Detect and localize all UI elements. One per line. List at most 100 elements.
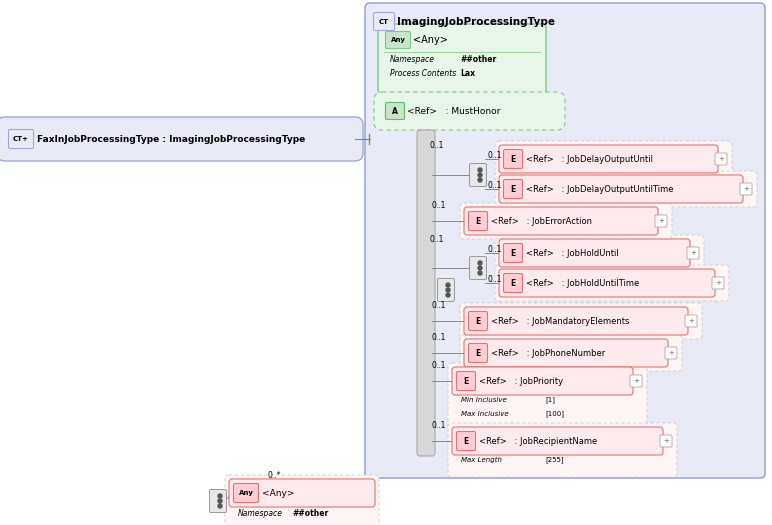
Text: +: + bbox=[668, 350, 674, 356]
FancyBboxPatch shape bbox=[499, 239, 690, 267]
FancyBboxPatch shape bbox=[8, 130, 33, 149]
FancyBboxPatch shape bbox=[685, 315, 697, 327]
Text: 0..1: 0..1 bbox=[432, 361, 446, 370]
Text: [100]: [100] bbox=[545, 411, 564, 417]
FancyBboxPatch shape bbox=[448, 363, 647, 431]
FancyBboxPatch shape bbox=[0, 117, 363, 161]
Text: E: E bbox=[510, 154, 516, 163]
FancyBboxPatch shape bbox=[460, 203, 672, 239]
Text: 0..1: 0..1 bbox=[488, 275, 503, 284]
Text: Namespace: Namespace bbox=[390, 56, 435, 65]
FancyBboxPatch shape bbox=[469, 343, 487, 362]
Text: Any: Any bbox=[239, 490, 253, 496]
Circle shape bbox=[478, 266, 482, 270]
FancyBboxPatch shape bbox=[469, 257, 486, 279]
Text: <Ref>   : JobDelayOutputUntilTime: <Ref> : JobDelayOutputUntilTime bbox=[526, 184, 673, 194]
Text: +: + bbox=[688, 318, 694, 324]
FancyBboxPatch shape bbox=[503, 244, 523, 262]
Text: E: E bbox=[463, 436, 469, 446]
FancyBboxPatch shape bbox=[499, 175, 743, 203]
Text: <Ref>   : JobHoldUntilTime: <Ref> : JobHoldUntilTime bbox=[526, 278, 639, 288]
FancyBboxPatch shape bbox=[374, 13, 394, 30]
Text: ImagingJobProcessingType: ImagingJobProcessingType bbox=[397, 17, 555, 27]
Circle shape bbox=[218, 504, 222, 508]
Text: <Any>: <Any> bbox=[262, 488, 294, 498]
Circle shape bbox=[478, 271, 482, 275]
FancyBboxPatch shape bbox=[460, 335, 682, 371]
Text: Process Contents: Process Contents bbox=[390, 69, 456, 79]
FancyBboxPatch shape bbox=[374, 92, 565, 130]
Text: CT: CT bbox=[379, 18, 389, 25]
FancyBboxPatch shape bbox=[209, 489, 226, 512]
Text: E: E bbox=[476, 216, 481, 226]
Text: +: + bbox=[715, 280, 721, 286]
Text: 0..1: 0..1 bbox=[432, 300, 446, 310]
Text: E: E bbox=[510, 248, 516, 257]
Text: [255]: [255] bbox=[545, 457, 564, 464]
Text: [1]: [1] bbox=[545, 396, 555, 403]
FancyBboxPatch shape bbox=[229, 479, 375, 507]
FancyBboxPatch shape bbox=[740, 183, 752, 195]
FancyBboxPatch shape bbox=[225, 475, 379, 525]
Text: <Ref>   : JobHoldUntil: <Ref> : JobHoldUntil bbox=[526, 248, 618, 257]
Text: Max Length: Max Length bbox=[461, 457, 502, 463]
Text: FaxInJobProcessingType : ImagingJobProcessingType: FaxInJobProcessingType : ImagingJobProce… bbox=[37, 134, 305, 143]
FancyBboxPatch shape bbox=[464, 307, 688, 335]
FancyBboxPatch shape bbox=[503, 150, 523, 169]
Text: +: + bbox=[633, 378, 639, 384]
FancyBboxPatch shape bbox=[385, 32, 411, 48]
Text: <Ref>   : JobErrorAction: <Ref> : JobErrorAction bbox=[491, 216, 592, 226]
FancyBboxPatch shape bbox=[712, 277, 724, 289]
Text: <Ref>   : JobPriority: <Ref> : JobPriority bbox=[479, 376, 563, 385]
Circle shape bbox=[478, 173, 482, 177]
Circle shape bbox=[478, 261, 482, 265]
Text: A: A bbox=[392, 107, 398, 116]
Text: <Ref>   : JobRecipientName: <Ref> : JobRecipientName bbox=[479, 436, 598, 446]
FancyBboxPatch shape bbox=[655, 215, 667, 227]
FancyBboxPatch shape bbox=[464, 339, 668, 367]
Text: <Ref>   : MustHonor: <Ref> : MustHonor bbox=[407, 107, 500, 116]
FancyBboxPatch shape bbox=[503, 274, 523, 292]
Text: 0..1: 0..1 bbox=[432, 201, 446, 209]
FancyBboxPatch shape bbox=[469, 212, 487, 230]
FancyBboxPatch shape bbox=[630, 375, 642, 387]
Text: E: E bbox=[510, 278, 516, 288]
Text: 0..1: 0..1 bbox=[488, 151, 503, 160]
Text: +: + bbox=[663, 438, 669, 444]
FancyBboxPatch shape bbox=[495, 171, 757, 207]
FancyBboxPatch shape bbox=[460, 303, 702, 339]
FancyBboxPatch shape bbox=[715, 153, 727, 165]
FancyBboxPatch shape bbox=[456, 372, 476, 391]
Text: Max Inclusive: Max Inclusive bbox=[461, 411, 509, 417]
FancyBboxPatch shape bbox=[378, 24, 546, 94]
Text: 0..1: 0..1 bbox=[488, 181, 503, 190]
FancyBboxPatch shape bbox=[448, 423, 677, 477]
FancyBboxPatch shape bbox=[464, 207, 658, 235]
FancyBboxPatch shape bbox=[495, 235, 704, 271]
FancyBboxPatch shape bbox=[469, 163, 486, 186]
Text: Min Inclusive: Min Inclusive bbox=[461, 397, 506, 403]
Text: 0..1: 0..1 bbox=[432, 332, 446, 341]
Text: E: E bbox=[476, 317, 481, 326]
Circle shape bbox=[218, 499, 222, 503]
FancyBboxPatch shape bbox=[499, 269, 715, 297]
Text: <Ref>   : JobDelayOutputUntil: <Ref> : JobDelayOutputUntil bbox=[526, 154, 653, 163]
Text: <Ref>   : JobPhoneNumber: <Ref> : JobPhoneNumber bbox=[491, 349, 605, 358]
FancyBboxPatch shape bbox=[456, 432, 476, 450]
FancyBboxPatch shape bbox=[469, 311, 487, 331]
Circle shape bbox=[218, 494, 222, 498]
Text: CT+: CT+ bbox=[13, 136, 29, 142]
FancyBboxPatch shape bbox=[499, 145, 718, 173]
FancyBboxPatch shape bbox=[660, 435, 672, 447]
Circle shape bbox=[478, 168, 482, 172]
Text: +: + bbox=[690, 250, 696, 256]
Text: Namespace: Namespace bbox=[238, 509, 283, 519]
Text: E: E bbox=[476, 349, 481, 358]
Text: Lax: Lax bbox=[460, 69, 475, 79]
FancyBboxPatch shape bbox=[503, 180, 523, 198]
FancyBboxPatch shape bbox=[495, 265, 729, 301]
FancyBboxPatch shape bbox=[233, 484, 259, 502]
FancyBboxPatch shape bbox=[438, 278, 455, 301]
Text: ##other: ##other bbox=[460, 56, 496, 65]
FancyBboxPatch shape bbox=[417, 130, 435, 456]
